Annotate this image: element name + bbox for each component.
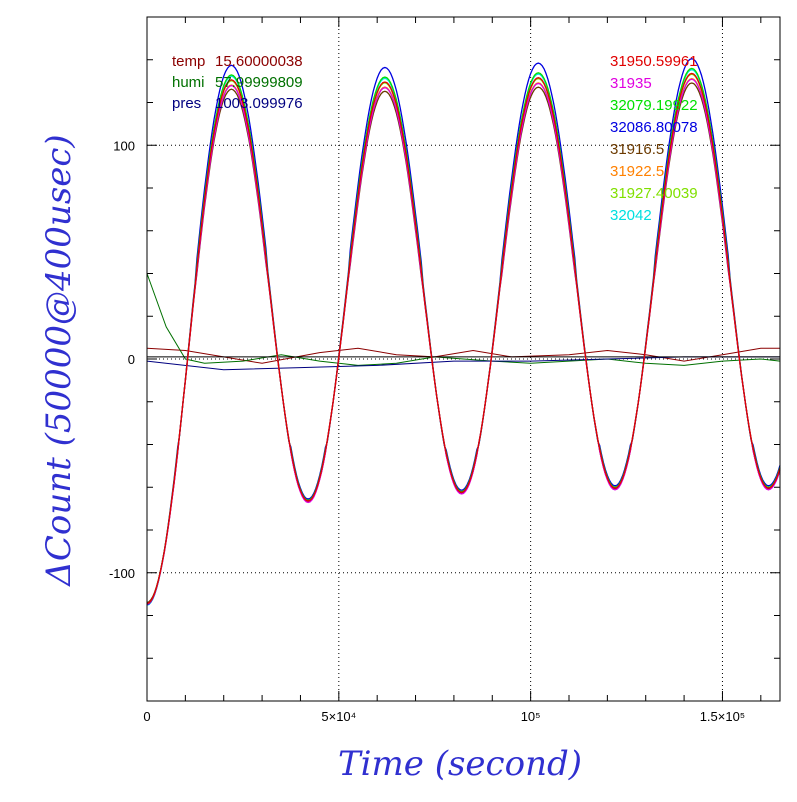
y-axis-title: ΔCount (50000@400usec) (39, 134, 79, 587)
counter-series-line (146, 78, 781, 605)
series-legend-label: 31922.5 (610, 163, 664, 180)
series-legend-label: 31950.59961 (610, 53, 698, 70)
x-tick-label: 0 (143, 709, 150, 724)
env-legend-name: humi (172, 74, 205, 91)
counter-series-line (146, 58, 781, 606)
tick-marks (146, 16, 780, 702)
tick-labels: 0 5×10⁴ 10⁵ 1.5×10⁵ -100 0 100 (109, 138, 745, 724)
env-legend-value: 15.60000038 (215, 53, 303, 70)
series-legend-label: 32079.19922 (610, 97, 698, 114)
x-tick-label: 10⁵ (521, 709, 541, 724)
env-legend-name: temp (172, 53, 205, 70)
series-legend-label: 31935 (610, 75, 652, 92)
env-legend-value: 57.99999809 (215, 74, 303, 91)
series-legend-label: 32042 (610, 207, 652, 224)
env-legend-name: pres (172, 95, 201, 112)
counter-series-line (146, 72, 781, 605)
legend: temp 15.60000038 humi 57.99999809 pres 1003.0… (172, 53, 698, 224)
y-tick-label: 0 (128, 352, 135, 367)
x-axis-title: Time (second) (338, 744, 582, 784)
x-tick-label: 1.5×10⁵ (700, 709, 746, 724)
x-tick-label: 5×10⁴ (321, 709, 356, 724)
env-legend-value: 1003.099976 (215, 95, 303, 112)
series-group (146, 58, 781, 606)
env-series-line (146, 347, 780, 364)
series-legend-label: 31916.5 (610, 141, 664, 158)
series-legend-label: 31927.40039 (610, 185, 698, 202)
series-legend-label: 32086.80078 (610, 119, 698, 136)
y-tick-label: -100 (109, 566, 135, 581)
y-tick-label: 100 (113, 138, 135, 153)
